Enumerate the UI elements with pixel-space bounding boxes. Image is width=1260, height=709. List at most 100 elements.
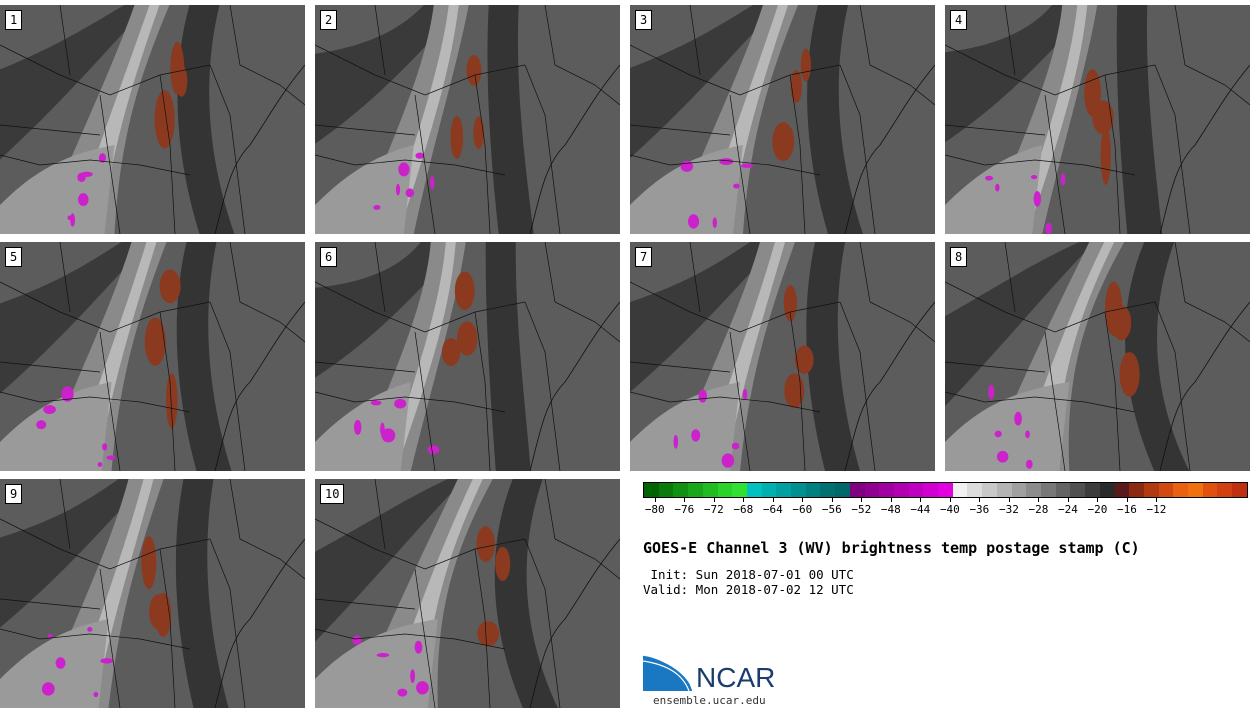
colorbar-ticks: −80 −76 −72 −68 −64 −60 −56 −52 −48 −44 −40 −36 −32−… [643,498,1248,518]
tick-mark [1156,498,1158,502]
tick-mark [1067,498,1069,502]
member-panel-4: 4 [945,5,1250,234]
tick-label: −60 [792,503,813,516]
colorbar-cell [952,483,968,497]
colorbar-cell [746,483,762,497]
tick-label: −48 [880,503,901,516]
colorbar-cell [1040,483,1056,497]
tick-mark [713,498,715,502]
member-number: 3 [635,10,653,30]
colorbar-cell [776,483,792,497]
water-vapor-map [630,242,935,471]
colorbar-cell [893,483,909,497]
colorbar-cell [1143,483,1159,497]
member-number: 2 [320,10,338,30]
tick-label: −36 [969,503,990,516]
colorbar-cell [1173,483,1189,497]
time-info: Init: Sun 2018-07-01 00 UTC Valid: Mon 2… [643,567,854,597]
tick-label: −20 [1087,503,1108,516]
tick-label: −64 [762,503,783,516]
tick-label: −72 [703,503,724,516]
site-url: ensemble.ucar.edu [653,694,766,707]
figure-title: GOES-E Channel 3 (WV) brightness temp po… [643,539,1140,557]
ncar-logo-text: NCAR [696,662,776,693]
tick-mark [1008,498,1010,502]
colorbar-cell [849,483,865,497]
colorbar-cell [1114,483,1130,497]
tick-mark [1038,498,1040,502]
colorbar-cell [996,483,1012,497]
colorbar-cell [835,483,850,497]
colorbar-cell [1070,483,1086,497]
tick-label: −56 [821,503,842,516]
tick-label: −12 [1146,503,1167,516]
tick-mark [979,498,981,502]
member-number: 4 [950,10,968,30]
tick-mark [1126,498,1128,502]
colorbar-cell [1011,483,1027,497]
member-number: 6 [320,247,338,267]
colorbar-cell [1202,483,1218,497]
colorbar-cell [1099,483,1115,497]
member-number: 9 [5,484,23,504]
ncar-logo-icon [643,654,694,692]
member-number: 10 [320,484,345,504]
tick-mark [1097,498,1099,502]
colorbar-cell [688,483,703,497]
colorbar-cell [1085,483,1100,497]
colorbar-cell [791,483,806,497]
colorbar-cell [805,483,821,497]
water-vapor-map [945,5,1250,234]
init-time: Init: Sun 2018-07-01 00 UTC [643,567,854,582]
tick-label: −44 [910,503,931,516]
member-panel-10: 10 [315,479,620,708]
tick-mark [743,498,745,502]
water-vapor-map [315,479,620,708]
member-panel-1: 1 [0,5,305,234]
colorbar-cell [908,483,924,497]
member-panel-7: 7 [630,242,935,471]
member-panel-8: 8 [945,242,1250,471]
member-number: 8 [950,247,968,267]
water-vapor-map [315,242,620,471]
tick-label: −80 [644,503,665,516]
tick-label: −28 [1028,503,1049,516]
water-vapor-map [0,5,305,234]
member-panel-6: 6 [315,242,620,471]
colorbar-cell [879,483,894,497]
tick-mark [831,498,833,502]
member-panel-9: 9 [0,479,305,708]
colorbar-cell [732,483,747,497]
colorbar-cell [717,483,733,497]
water-vapor-map [0,479,305,708]
member-number: 5 [5,247,23,267]
colorbar-cell [967,483,983,497]
member-number: 1 [5,10,23,30]
tick-mark [861,498,863,502]
colorbar-cell [938,483,953,497]
tick-mark [890,498,892,502]
valid-time: Valid: Mon 2018-07-02 12 UTC [643,582,854,597]
tick-mark [802,498,804,502]
colorbar-cell [673,483,689,497]
member-number: 7 [635,247,653,267]
colorbar-cell [644,483,659,497]
tick-mark [772,498,774,502]
tick-mark [920,498,922,502]
colorbar-cell [820,483,836,497]
colorbar-cell [761,483,777,497]
tick-mark [949,498,951,502]
colorbar-cell [1188,483,1203,497]
colorbar-cell [1055,483,1071,497]
colorbar-cell [923,483,939,497]
colorbar-cell [1217,483,1233,497]
colorbar-cell [982,483,997,497]
tick-mark [654,498,656,502]
colorbar-cell [1026,483,1041,497]
tick-mark [684,498,686,502]
colorbar-cell [1129,483,1144,497]
colorbar-cell [864,483,880,497]
tick-label: −68 [733,503,754,516]
tick-label: −52 [851,503,872,516]
colorbar [643,482,1248,498]
